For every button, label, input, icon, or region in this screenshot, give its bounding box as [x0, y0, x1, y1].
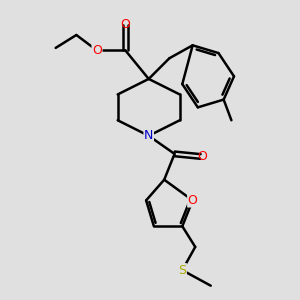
Text: O: O [121, 18, 130, 31]
Text: O: O [197, 150, 207, 163]
Text: S: S [178, 264, 186, 277]
Text: N: N [144, 129, 153, 142]
Text: O: O [92, 44, 102, 57]
Text: O: O [188, 194, 198, 207]
